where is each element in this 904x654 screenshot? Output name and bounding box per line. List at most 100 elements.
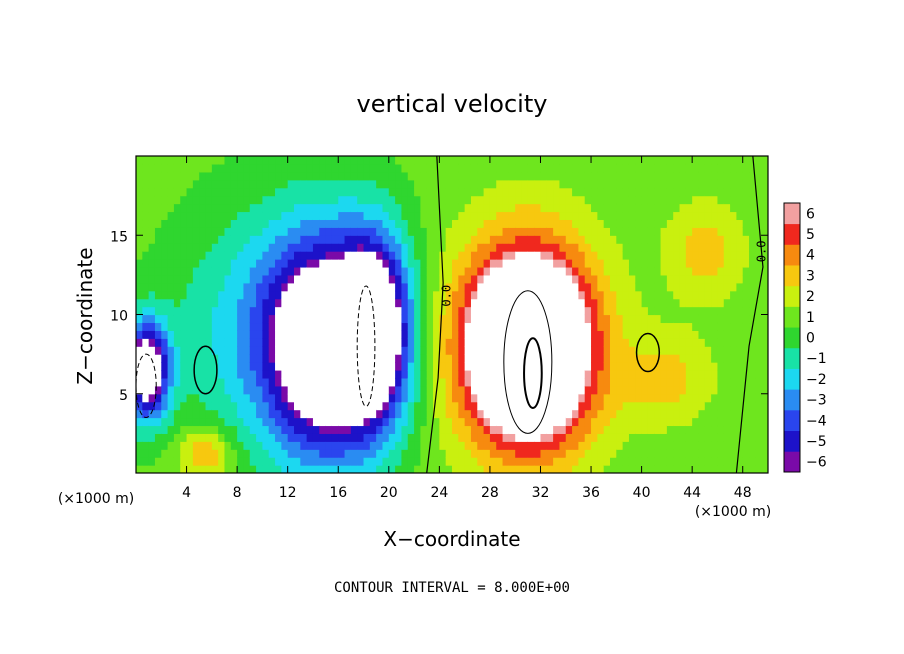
field-cell [749, 377, 756, 387]
field-cell [287, 290, 295, 300]
field-cell [464, 409, 472, 419]
field-cell [458, 457, 466, 466]
field-cell [761, 417, 768, 427]
field-cell [578, 385, 586, 395]
field-cell [508, 219, 516, 228]
field-cell [565, 251, 573, 260]
field-cell [136, 259, 143, 268]
field-cell [401, 259, 409, 268]
field-cell [199, 385, 207, 395]
field-cell [186, 259, 194, 268]
field-cell [388, 290, 396, 300]
field-cell [666, 465, 674, 473]
field-cell [433, 163, 440, 173]
field-cell [243, 227, 251, 236]
field-cell [382, 243, 390, 252]
field-cell [433, 171, 440, 181]
field-cell [230, 362, 238, 371]
field-cell [268, 393, 276, 403]
colorbar-swatch [784, 347, 800, 369]
field-cell [180, 203, 188, 213]
field-cell [559, 346, 567, 355]
field-cell [294, 465, 301, 473]
field-cell [167, 259, 175, 268]
field-cell [679, 171, 687, 181]
field-cell [433, 377, 440, 387]
field-cell [527, 449, 535, 458]
field-cell [154, 227, 162, 236]
field-cell [572, 235, 579, 244]
field-cell [527, 163, 535, 173]
field-cell [628, 282, 636, 292]
field-cell [287, 401, 295, 411]
field-cell [717, 298, 725, 308]
field-cell [161, 187, 169, 197]
field-cell [319, 298, 327, 308]
field-cell [192, 385, 200, 395]
field-cell [654, 385, 662, 395]
field-cell [635, 274, 643, 284]
field-cell [350, 243, 358, 252]
field-cell [483, 195, 491, 205]
field-cell [445, 235, 453, 244]
field-cell [287, 298, 295, 308]
field-cell [211, 385, 219, 395]
field-cell [470, 338, 478, 347]
field-cell [761, 298, 768, 308]
field-cell [439, 195, 447, 205]
field-cell [357, 171, 365, 181]
field-cell [654, 346, 662, 355]
field-cell [287, 425, 295, 434]
field-cell [610, 282, 617, 292]
field-cell [508, 393, 516, 403]
field-cell [319, 362, 327, 371]
field-cell [243, 457, 251, 466]
field-cell [654, 163, 662, 173]
field-cell [603, 441, 611, 450]
field-cell [489, 465, 497, 473]
field-cell [723, 195, 731, 205]
field-cell [730, 251, 737, 260]
field-cell [199, 393, 207, 403]
field-cell [357, 369, 365, 379]
field-cell [534, 401, 542, 411]
field-cell [211, 393, 219, 403]
field-cell [268, 338, 276, 347]
field-cell [363, 235, 371, 244]
field-cell [148, 465, 156, 473]
field-cell [401, 346, 409, 355]
field-cell [395, 401, 403, 411]
field-cell [496, 259, 504, 268]
field-cell [167, 330, 175, 339]
field-cell [230, 441, 238, 450]
field-cell [717, 179, 725, 189]
field-cell [338, 266, 346, 276]
field-cell [243, 377, 251, 387]
field-cell [350, 259, 358, 268]
field-cell [559, 338, 567, 347]
field-cell [666, 449, 674, 458]
field-cell [262, 465, 270, 473]
field-cell [243, 187, 251, 197]
field-cell [679, 179, 687, 189]
field-cell [287, 195, 295, 205]
field-cell [338, 362, 346, 371]
field-cell [363, 171, 371, 181]
field-cell [502, 290, 510, 300]
field-cell [698, 346, 706, 355]
field-cell [692, 354, 700, 363]
field-cell [477, 322, 485, 331]
y-axis-label: Z−coordinate [73, 247, 97, 384]
field-cell [470, 409, 478, 419]
field-cell [452, 433, 459, 442]
field-cell [142, 266, 150, 276]
field-cell [622, 441, 630, 450]
field-cell [230, 338, 238, 347]
field-cell [186, 195, 194, 205]
field-cell [597, 322, 605, 331]
field-cell [262, 393, 270, 403]
field-cell [161, 377, 169, 387]
field-cell [376, 409, 384, 419]
field-cell [654, 274, 662, 284]
colorbar-label: 1 [806, 310, 815, 326]
